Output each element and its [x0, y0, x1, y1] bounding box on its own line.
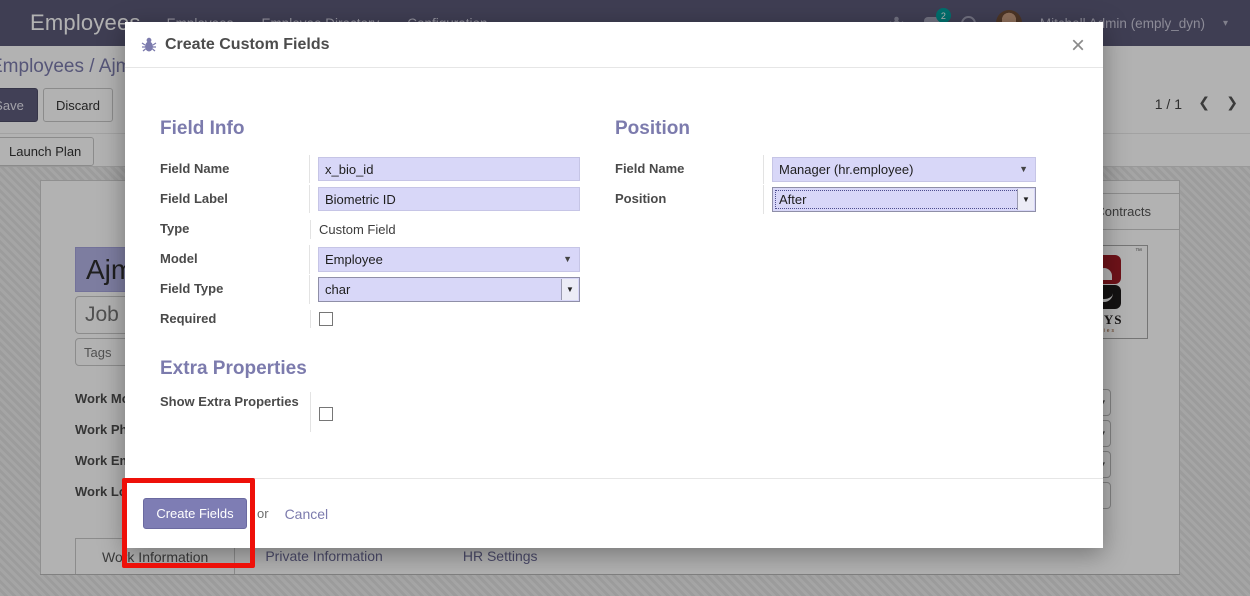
position-field-name-dropdown[interactable]: Manager (hr.employee) ▼	[772, 156, 1036, 182]
tab-hr-settings[interactable]: HR Settings	[462, 548, 538, 564]
field-type-row: Field Type char ▼	[160, 274, 580, 304]
field-type-select[interactable]: char ▼	[318, 276, 580, 302]
bug-icon	[141, 37, 157, 52]
select-arrow-icon: ▼	[561, 278, 578, 300]
dropdown-caret-icon: ▼	[1019, 163, 1028, 174]
field-label-input[interactable]	[318, 187, 580, 211]
dialog-footer: Create Fields or Cancel	[125, 478, 1103, 548]
model-row: Model Employee ▼	[160, 244, 580, 274]
create-fields-button[interactable]: Create Fields	[143, 498, 247, 529]
chevron-down-icon: ▾	[1222, 17, 1228, 29]
create-custom-fields-dialog: Create Custom Fields × Field Info Field …	[125, 22, 1103, 548]
required-row: Required	[160, 304, 580, 334]
field-type-label: Field Type	[160, 281, 224, 296]
field-label-label: Field Label	[160, 191, 228, 206]
required-label: Required	[160, 311, 217, 326]
position-field-name-value: Manager (hr.employee)	[779, 161, 914, 177]
position-heading: Position	[615, 118, 690, 139]
type-row: Type Custom Field	[160, 214, 580, 244]
pager-previous-icon[interactable]: ❮	[1198, 94, 1210, 110]
type-value: Custom Field	[319, 221, 396, 237]
show-extra-checkbox[interactable]	[319, 407, 333, 421]
close-icon[interactable]: ×	[1070, 32, 1085, 59]
pager-next-icon[interactable]: ❯	[1226, 94, 1238, 110]
record-pager: 1 / 1	[1154, 96, 1182, 112]
or-text: or	[257, 506, 269, 521]
breadcrumb[interactable]: Employees / Ajm	[0, 56, 132, 77]
discard-button[interactable]: Discard	[43, 88, 113, 122]
field-info-heading: Field Info	[160, 118, 245, 139]
field-info-section: Field Info Field Name Field Label Type C…	[160, 118, 580, 432]
select-arrow-icon: ▼	[1017, 188, 1034, 210]
model-dropdown[interactable]: Employee ▼	[318, 246, 580, 272]
model-label: Model	[160, 251, 198, 266]
extra-properties-heading: Extra Properties	[160, 358, 307, 379]
position-field-name-label: Field Name	[615, 161, 685, 176]
position-row: Position After ▼	[615, 184, 1037, 214]
position-field-name-row: Field Name Manager (hr.employee) ▼	[615, 154, 1037, 184]
type-label: Type	[160, 221, 190, 236]
position-value: After	[779, 191, 807, 207]
required-checkbox[interactable]	[319, 312, 333, 326]
logo-tm-mark: ™	[1135, 248, 1142, 255]
model-value: Employee	[325, 251, 383, 267]
field-name-row: Field Name	[160, 154, 580, 184]
show-extra-label: Show Extra Properties	[160, 394, 299, 409]
show-extra-row: Show Extra Properties	[160, 388, 580, 432]
messages-badge: 2	[935, 8, 951, 23]
field-label-row: Field Label	[160, 184, 580, 214]
tab-private-information[interactable]: Private Information	[265, 548, 383, 564]
cancel-link[interactable]: Cancel	[284, 505, 329, 522]
dialog-title: Create Custom Fields	[165, 35, 330, 53]
position-label: Position	[615, 191, 667, 206]
field-type-value: char	[325, 281, 351, 297]
save-button[interactable]: Save	[0, 88, 38, 122]
position-select[interactable]: After ▼	[772, 186, 1036, 212]
dialog-header: Create Custom Fields ×	[125, 22, 1103, 68]
field-name-label: Field Name	[160, 161, 230, 176]
dropdown-caret-icon: ▼	[563, 253, 572, 264]
app-brand[interactable]: Employees	[30, 10, 141, 35]
launch-plan-button[interactable]: Launch Plan	[0, 137, 95, 166]
annotation-highlight-box	[122, 478, 255, 568]
position-section: Position Field Name Manager (hr.employee…	[615, 118, 1037, 214]
field-name-input[interactable]	[318, 157, 580, 181]
